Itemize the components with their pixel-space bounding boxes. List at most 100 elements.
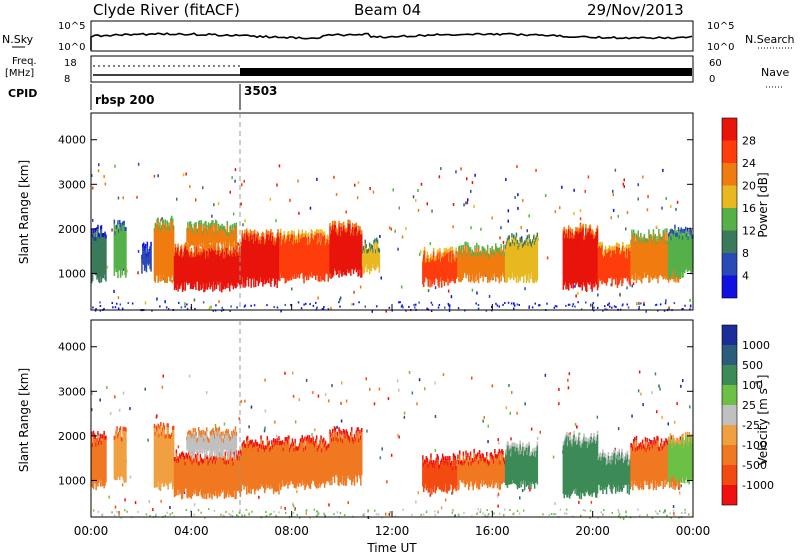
echo-edge [189,250,192,255]
echo-streak [535,238,538,283]
scatter-cell [476,291,478,295]
echo-edge [154,431,157,436]
echo-streak [582,226,584,282]
echo-streak [639,243,641,277]
echo-edge [467,452,469,457]
echo-streak [629,250,631,287]
echo-edge [662,230,664,235]
scatter-cell [292,394,295,398]
echo-edge [578,437,581,441]
echo-streak [517,248,520,283]
ground-cell [315,301,317,304]
echo-edge [479,454,482,459]
echo-edge [193,458,195,463]
ground-cell [111,511,113,514]
echo-streak [297,241,299,278]
echo-streak [154,225,157,283]
echo-streak [97,227,99,278]
echo-edge [361,249,364,254]
echo-edge [563,226,565,231]
echo-streak [563,443,565,499]
echo-edge [334,221,337,226]
echo-streak [476,245,478,275]
echo-edge [453,454,456,459]
echo-streak [603,456,605,489]
scatter-cell [164,280,166,283]
echo-streak [331,440,333,486]
echo-edge [289,237,291,242]
scatter-cell [129,407,131,411]
scatter-cell [118,408,121,412]
echo-streak [223,437,226,450]
echo-edge [165,226,168,231]
echo-streak [114,234,116,269]
echo-edge [501,252,503,257]
echo-edge [244,443,246,448]
echo-streak [295,449,297,489]
echo-streak [566,434,568,498]
echo-streak [345,432,348,486]
echo-edge [144,244,147,248]
echo-edge [171,215,173,220]
echo-edge [196,438,198,443]
scatter-cell [415,199,417,202]
scatter-cell [528,214,530,218]
scatter-cell [567,378,569,382]
echo-edge [635,435,638,440]
echo-edge [441,458,443,463]
echo-streak [207,464,210,494]
echo-edge [211,220,213,225]
echo-edge [661,446,664,451]
scatter-cell [330,306,332,310]
echo-edge [569,436,572,440]
echo-streak [256,445,259,490]
echo-edge [235,222,238,227]
echo-streak [320,438,322,485]
echo-streak [218,249,220,284]
echo-edge [514,236,517,241]
echo-edge [595,231,597,236]
echo-edge [254,443,256,448]
scatter-cell [636,302,638,306]
echo-streak [266,439,269,489]
scatter-cell [152,508,154,512]
echo-streak [475,456,477,481]
echo-streak [316,243,319,276]
echo-streak [523,243,526,276]
echo-edge [206,436,209,441]
echo-streak [580,446,583,500]
echo-edge [425,456,428,461]
ground-cell [604,308,606,311]
echo-edge [486,452,488,456]
echo-streak [221,451,223,490]
echo-edge [521,447,523,452]
echo-edge [309,238,312,243]
echo-streak [642,239,645,279]
ground-cell [193,513,195,516]
echo-edge [250,231,252,235]
echo-edge [341,430,343,435]
ground-cell [531,306,534,309]
echo-edge [283,441,286,446]
echo-streak [654,444,656,481]
echo-edge [438,254,440,259]
echo-edge [632,446,634,451]
echo-streak [255,445,258,489]
echo-streak [371,248,374,265]
echo-streak [501,255,503,276]
scatter-cell [401,235,404,239]
echo-streak [296,449,298,487]
echo-streak [153,426,156,488]
echo-streak [587,441,590,495]
echo-edge [483,457,485,462]
echo-streak [477,463,480,490]
echo-streak [309,241,312,277]
scatter-cell [516,165,518,169]
echo-edge [595,228,598,232]
echo-streak [257,238,260,287]
echo-edge [332,220,334,225]
echo-edge [344,228,347,233]
echo-streak [241,446,243,485]
echo-streak [232,464,235,498]
echo-streak [327,238,329,282]
